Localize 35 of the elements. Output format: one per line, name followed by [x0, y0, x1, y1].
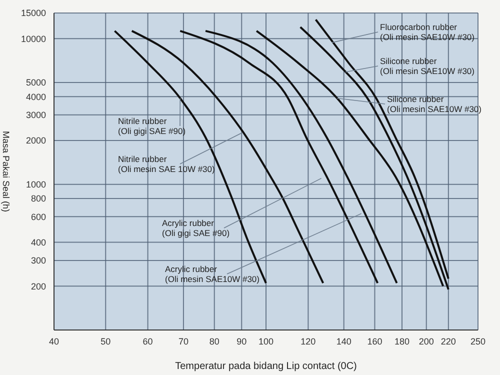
- annotation: Silicone rubber (Oli mesin SAE10W #30): [380, 56, 475, 76]
- y-tick-label: 10000: [20, 34, 46, 44]
- x-tick-label: 220: [440, 336, 456, 346]
- annotation: Silicone rubber (Oli mesin SAE10W #30): [387, 94, 482, 114]
- x-tick-label: 80: [209, 336, 220, 346]
- y-tick-label: 4000: [26, 92, 46, 102]
- x-tick-label: 200: [418, 336, 434, 346]
- x-tick-label: 180: [394, 336, 410, 346]
- annotation: Nitrile rubber (Oli mesin SAE 10W #30): [118, 154, 216, 174]
- y-tick-label: 1000: [26, 180, 46, 190]
- y-tick-label: 200: [30, 281, 46, 292]
- y-tick-label: 2000: [26, 136, 46, 146]
- x-tick-label: 50: [100, 336, 111, 346]
- y-tick-label: 800: [30, 194, 46, 204]
- y-tick-label: 5000: [26, 78, 46, 88]
- x-tick-label: 140: [336, 336, 352, 346]
- y-axis-title: Masa Pakai Seal (h): [0, 130, 11, 212]
- annotation: Acrylic rubber (Oli mesin SAE10W #30): [165, 264, 260, 284]
- x-axis-title: Temperatur pada bidang Lip contact (0C): [175, 361, 357, 372]
- annotation: Acrylic rubber (Oli gigi SAE #90): [162, 218, 230, 238]
- x-tick-label: 60: [142, 336, 153, 346]
- y-tick-label: 15000: [20, 8, 46, 18]
- x-tick-label: 40: [48, 336, 60, 346]
- x-tick-label: 70: [178, 336, 188, 346]
- x-tick-label: 120: [300, 336, 316, 346]
- y-tick-label: 400: [30, 237, 46, 248]
- y-tick-label: 300: [30, 256, 46, 266]
- x-tick-label: 100: [258, 336, 274, 346]
- annotation: Fluorocarbon rubber (Oli mesin SAE10W #30): [380, 22, 475, 42]
- annotation: Nitrile rubber (Oli gigi SAE #90): [118, 116, 186, 136]
- x-tick-label: 160: [367, 336, 382, 346]
- y-tick-label: 600: [30, 212, 46, 222]
- x-tick-label: 90: [236, 336, 247, 346]
- x-tick-label: 250: [470, 336, 486, 346]
- y-tick-label: 3000: [26, 110, 46, 120]
